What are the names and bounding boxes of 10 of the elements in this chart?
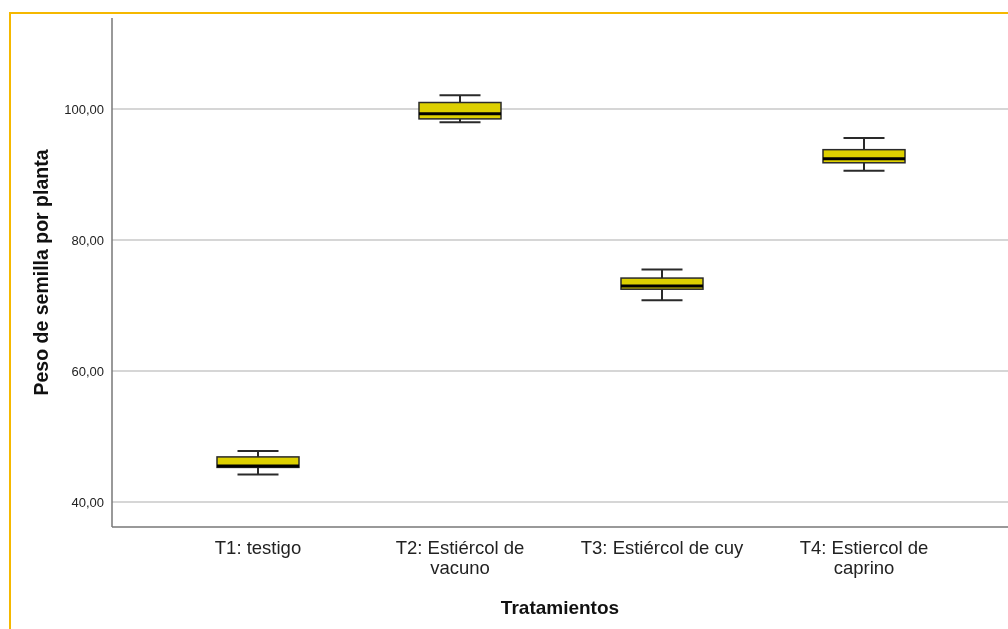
y-axis-title: Peso de semilla por planta xyxy=(30,149,52,396)
y-tick-label: 60,00 xyxy=(71,363,104,379)
x-tick-label: T4: Estiercol de caprino xyxy=(799,536,929,578)
x-tick-label: T1: testigo xyxy=(214,536,302,558)
x-tick-label: T3: Estiércol de cuy xyxy=(580,536,744,558)
y-tick-label: 40,00 xyxy=(71,494,104,510)
x-axis-title: Tratamientos xyxy=(500,597,620,618)
y-tick-label: 100,00 xyxy=(64,101,104,117)
x-tick-label: T2: Estiércol de vacuno xyxy=(395,536,525,578)
y-tick-label: 80,00 xyxy=(71,232,104,248)
